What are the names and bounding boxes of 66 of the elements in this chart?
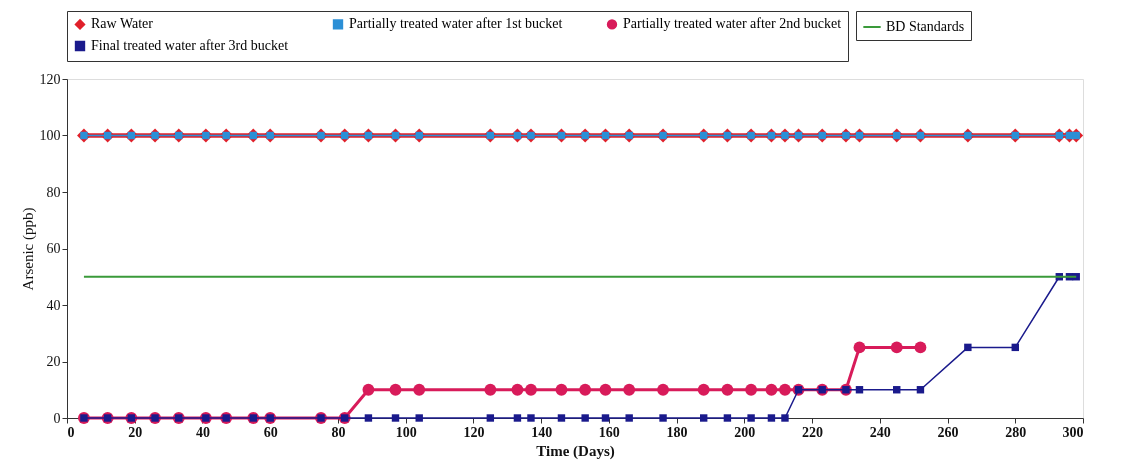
legend-label: Final treated water after 3rd bucket <box>91 38 289 53</box>
point <box>723 414 732 422</box>
point <box>527 414 535 422</box>
point <box>625 414 633 422</box>
y-tick-label: 20 <box>46 354 61 369</box>
point <box>745 383 758 396</box>
point <box>721 383 734 396</box>
point <box>599 383 612 396</box>
x-tick-label: 100 <box>395 424 417 440</box>
y-tick-label: 0 <box>53 410 61 426</box>
y-tick-label: 60 <box>46 241 61 256</box>
point <box>413 383 426 396</box>
point <box>623 383 636 396</box>
x-tick-label: 0 <box>67 424 75 440</box>
point <box>484 383 497 396</box>
point <box>486 414 495 422</box>
x-axis-title: Time (Days) <box>536 442 615 460</box>
legend-label: Raw Water <box>91 16 154 32</box>
y-axis-title: Arsenic (ppb) <box>19 207 37 291</box>
x-tick-label: 40 <box>195 424 210 440</box>
point <box>964 343 972 352</box>
point <box>415 414 423 422</box>
legend-label: Partially treated water after 1st bucket <box>349 16 563 32</box>
point <box>781 414 789 422</box>
x-tick-label: 280 <box>1005 424 1027 440</box>
point <box>765 383 778 396</box>
y-tick-label: 80 <box>46 184 61 200</box>
point <box>362 383 375 396</box>
point <box>767 414 776 422</box>
x-tick-label: 140 <box>531 424 553 440</box>
point <box>890 341 903 354</box>
point <box>579 383 592 396</box>
point <box>601 414 610 422</box>
x-tick-label: 120 <box>463 424 485 440</box>
point <box>557 414 566 422</box>
y-tick-label: 120 <box>39 71 61 87</box>
x-tick-label: 260 <box>937 424 959 440</box>
x-tick-label: 160 <box>598 424 620 440</box>
point <box>389 383 402 396</box>
x-tick-label: 240 <box>869 424 891 440</box>
point <box>525 383 537 396</box>
x-tick-label: 300 <box>1062 424 1084 440</box>
x-tick-label: 180 <box>666 424 688 440</box>
point <box>555 383 568 396</box>
point <box>364 414 373 422</box>
point <box>747 414 755 422</box>
point <box>697 383 710 396</box>
point <box>657 383 669 396</box>
x-tick-label: 200 <box>734 424 756 440</box>
point <box>699 414 708 422</box>
legend-label: BD Standards <box>886 19 965 34</box>
point <box>914 341 927 354</box>
point <box>779 383 791 396</box>
x-tick-label: 20 <box>128 424 143 440</box>
point <box>853 341 866 354</box>
y-tick-label: 40 <box>46 297 61 313</box>
legend-label: Partially treated water after 2nd bucket <box>623 16 842 32</box>
x-tick-label: 80 <box>331 424 346 440</box>
x-tick-label: 220 <box>802 424 824 440</box>
y-tick-label: 100 <box>39 128 61 143</box>
point <box>511 383 524 396</box>
x-tick-label: 60 <box>263 424 278 440</box>
point <box>513 414 522 422</box>
point <box>391 414 400 422</box>
point <box>659 414 667 422</box>
point <box>581 414 589 422</box>
